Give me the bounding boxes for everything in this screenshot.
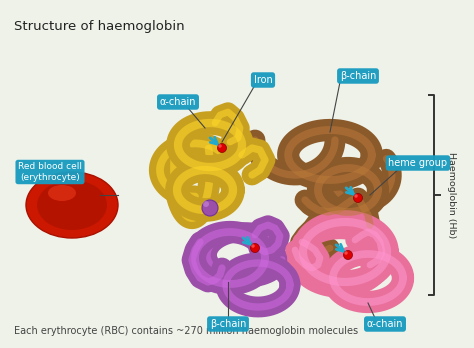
Text: α-chain: α-chain [367, 319, 403, 329]
Ellipse shape [26, 172, 118, 238]
Ellipse shape [251, 244, 255, 248]
Ellipse shape [354, 193, 363, 203]
Text: Each erythrocyte (RBC) contains ~270 million haemoglobin molecules: Each erythrocyte (RBC) contains ~270 mil… [14, 326, 358, 336]
Ellipse shape [344, 251, 353, 260]
Text: Iron: Iron [254, 75, 273, 85]
Ellipse shape [344, 251, 348, 255]
Text: β-chain: β-chain [210, 319, 246, 329]
Text: α-chain: α-chain [160, 97, 196, 107]
Ellipse shape [37, 180, 107, 230]
Ellipse shape [203, 201, 209, 207]
Text: heme group: heme group [388, 158, 447, 168]
Ellipse shape [202, 200, 218, 216]
Ellipse shape [48, 185, 76, 201]
Ellipse shape [218, 144, 222, 148]
Ellipse shape [354, 194, 358, 198]
Text: Structure of haemoglobin: Structure of haemoglobin [14, 20, 185, 33]
Ellipse shape [250, 244, 259, 253]
Text: β-chain: β-chain [340, 71, 376, 81]
Ellipse shape [218, 143, 227, 152]
Text: Haemoglobin (Hb): Haemoglobin (Hb) [447, 152, 456, 238]
Text: Red blood cell
(erythrocyte): Red blood cell (erythrocyte) [18, 162, 82, 182]
